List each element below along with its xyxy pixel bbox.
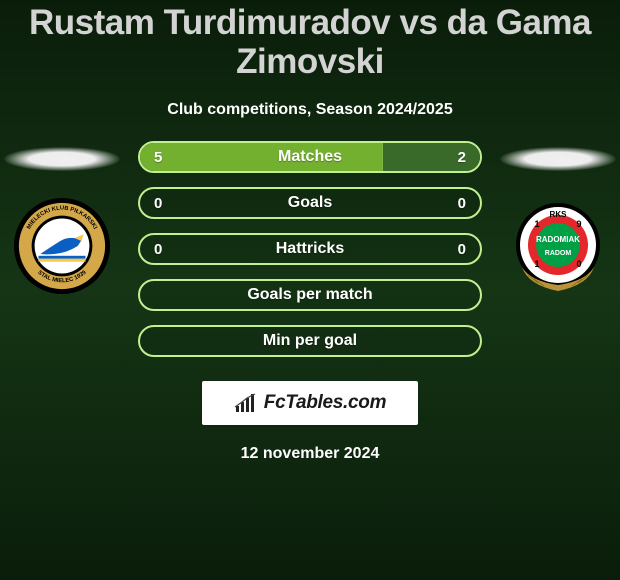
player-shadow-left: [4, 147, 120, 171]
watermark-text: FcTables.com: [264, 392, 386, 414]
stat-row-goals-per-match: Goals per match: [138, 279, 482, 311]
stat-row-hattricks: 0 Hattricks 0: [138, 233, 482, 265]
player-shadow-right: [500, 147, 616, 171]
stat-label: Hattricks: [140, 240, 480, 258]
stat-label: Min per goal: [140, 332, 480, 350]
radomiak-radom-badge-icon: RADOMIAK RADOM RKS 1 9 1 0: [508, 197, 608, 297]
stat-right-value: 0: [458, 241, 466, 258]
svg-text:9: 9: [576, 219, 581, 229]
stat-label: Goals: [140, 194, 480, 212]
stats-column: 5 Matches 2 0 Goals 0 0 Hattricks 0: [138, 141, 482, 357]
svg-text:RKS: RKS: [550, 210, 568, 219]
right-badge-wrap: RADOMIAK RADOM RKS 1 9 1 0: [508, 197, 608, 297]
page-title: Rustam Turdimuradov vs da Gama Zimovski: [0, 4, 620, 81]
stat-row-min-per-goal: Min per goal: [138, 325, 482, 357]
stat-row-matches: 5 Matches 2: [138, 141, 482, 173]
svg-text:RADOMIAK: RADOMIAK: [536, 235, 580, 244]
subtitle: Club competitions, Season 2024/2025: [0, 101, 620, 119]
stat-label: Matches: [140, 148, 480, 166]
svg-text:RADOM: RADOM: [545, 250, 572, 257]
svg-text:0: 0: [576, 259, 581, 269]
stat-right-value: 0: [458, 195, 466, 212]
watermark: FcTables.com: [202, 381, 418, 425]
comparison-card: Rustam Turdimuradov vs da Gama Zimovski …: [0, 0, 620, 463]
date-label: 12 november 2024: [0, 445, 620, 463]
stal-mielec-badge-icon: MIELECKI KLUB PIŁKARSKI STAL MIELEC 1939: [13, 197, 111, 295]
svg-text:1: 1: [534, 219, 539, 229]
main-area: MIELECKI KLUB PIŁKARSKI STAL MIELEC 1939…: [0, 141, 620, 357]
right-side: RADOMIAK RADOM RKS 1 9 1 0: [500, 141, 616, 297]
stat-label: Goals per match: [140, 286, 480, 304]
svg-text:1: 1: [534, 259, 539, 269]
left-badge-wrap: MIELECKI KLUB PIŁKARSKI STAL MIELEC 1939: [13, 197, 111, 295]
left-side: MIELECKI KLUB PIŁKARSKI STAL MIELEC 1939: [4, 141, 120, 295]
chart-bars-icon: [234, 392, 260, 414]
stat-right-value: 2: [458, 149, 466, 166]
stat-row-goals: 0 Goals 0: [138, 187, 482, 219]
